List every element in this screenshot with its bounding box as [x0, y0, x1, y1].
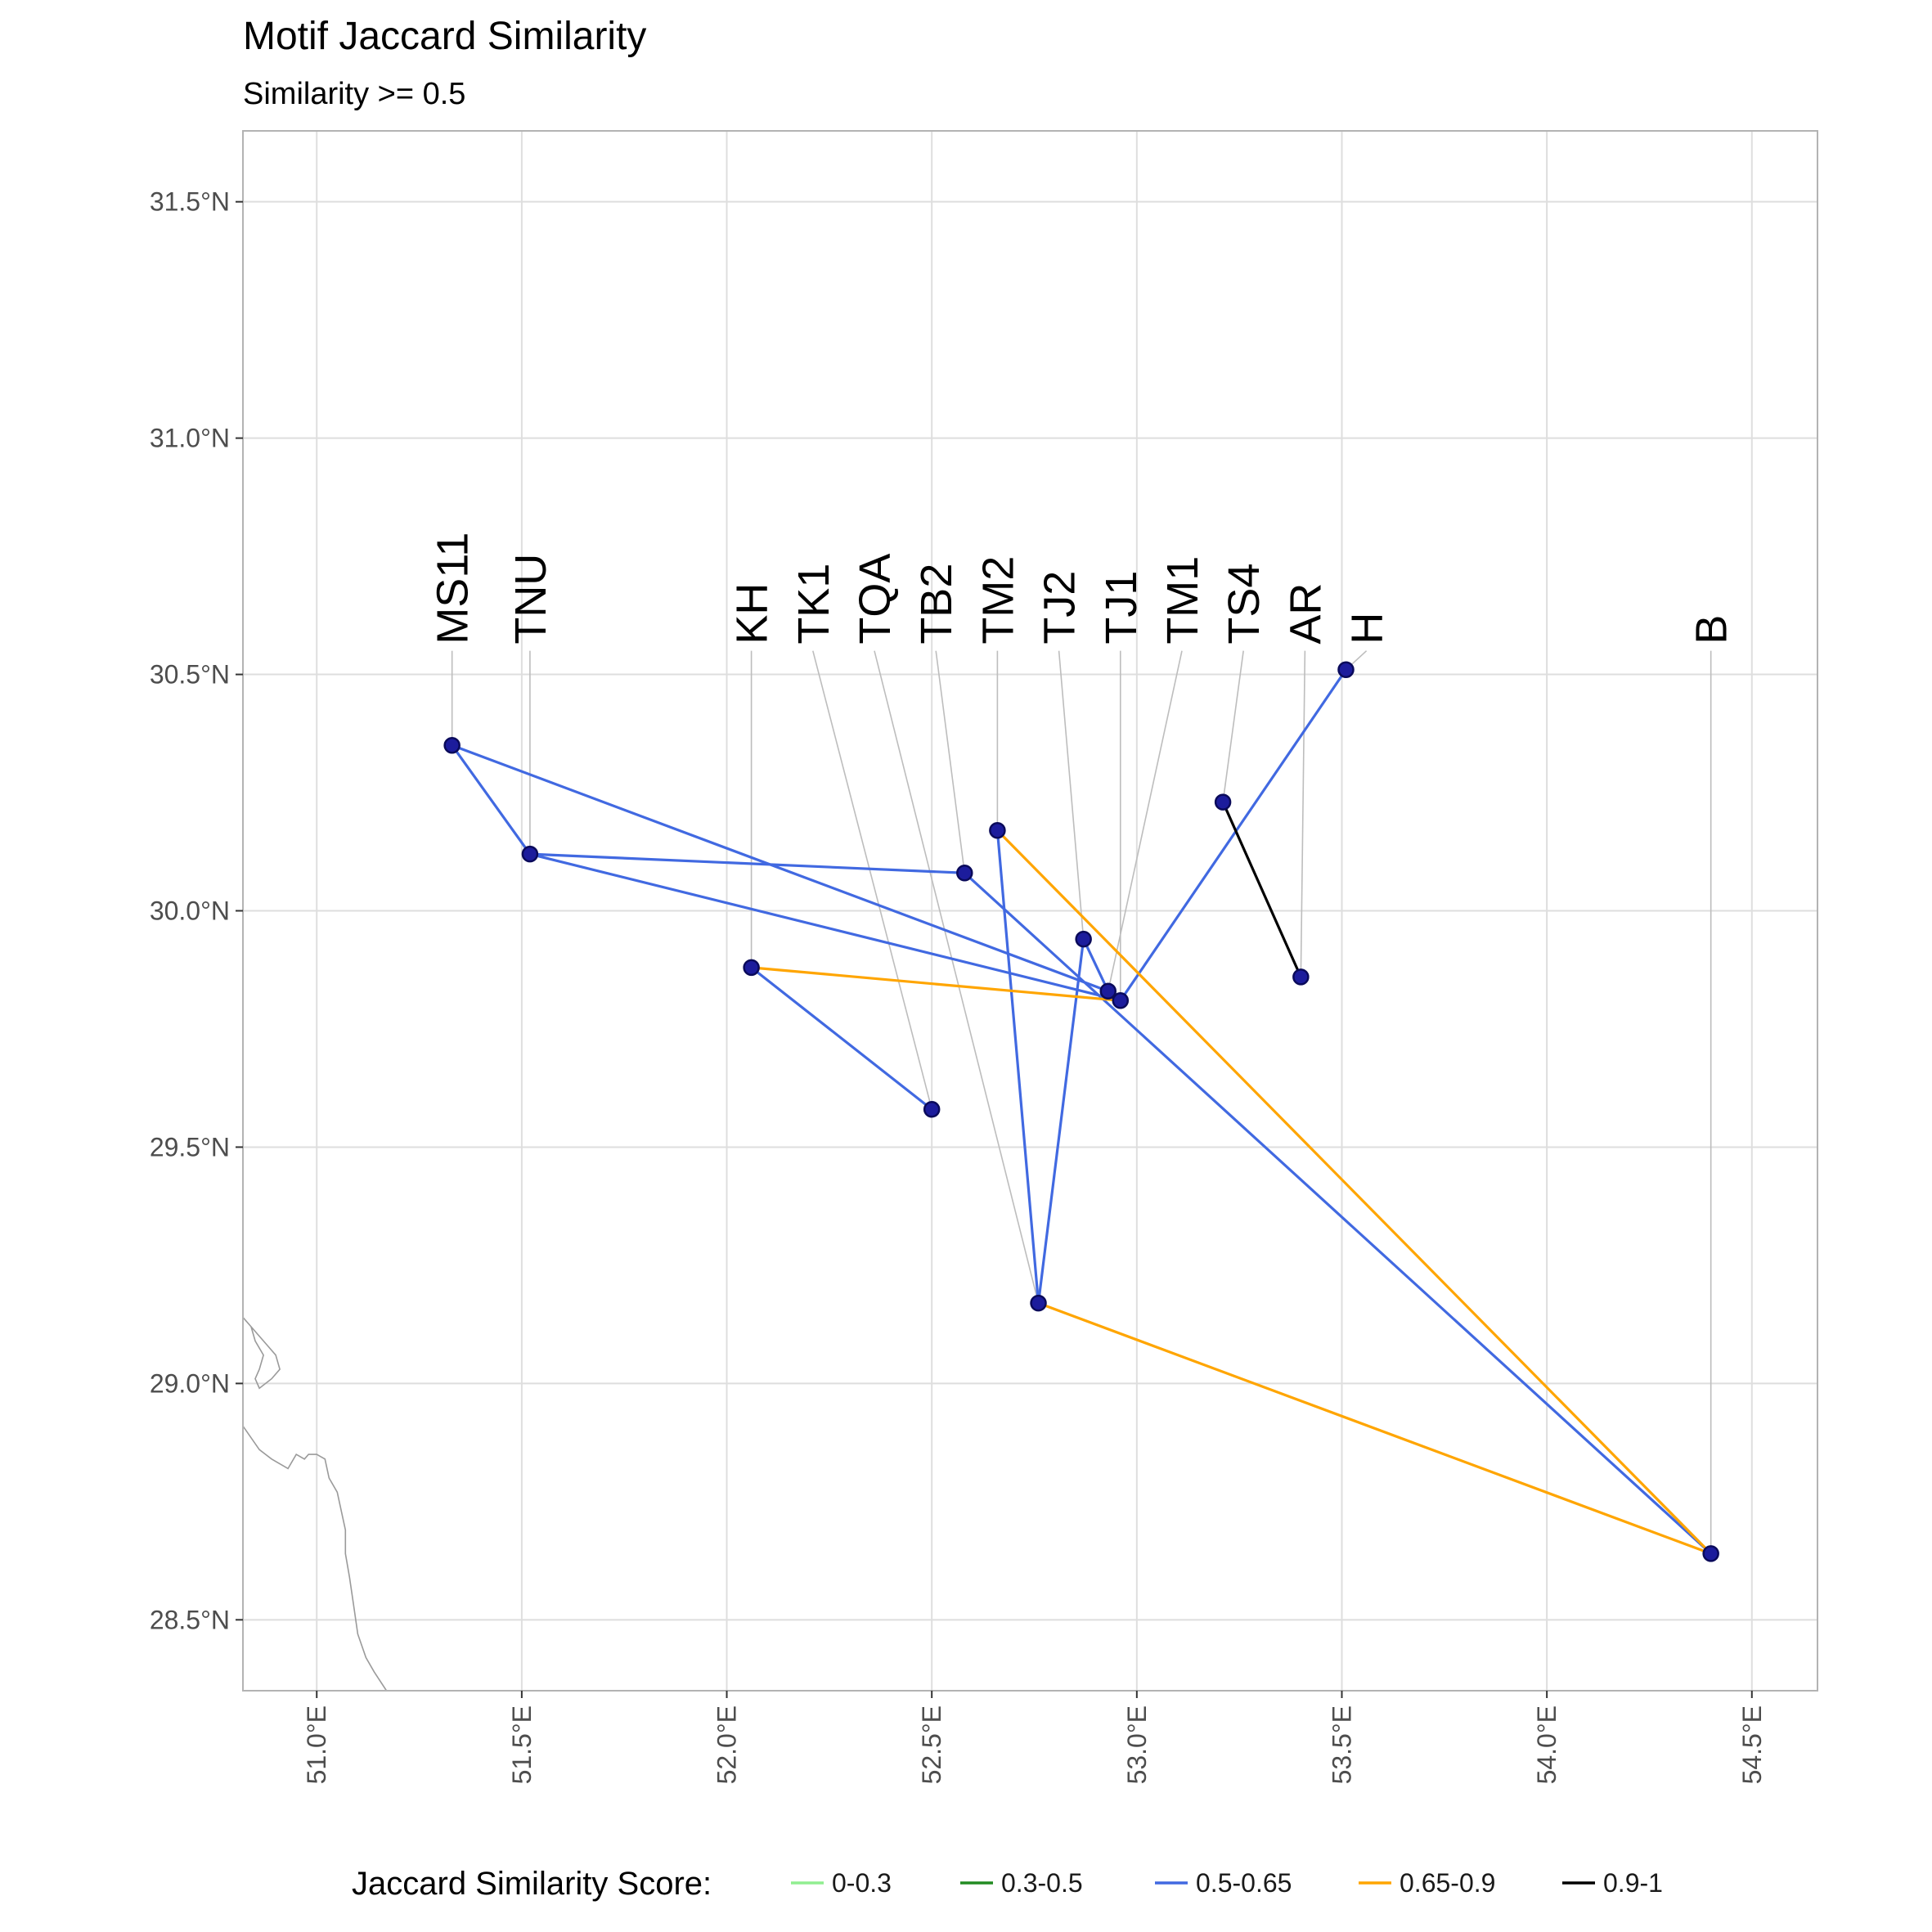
- legend: Jaccard Similarity Score: 0-0.3 0.3-0.5 0.5…: [352, 1866, 1663, 1902]
- legend-label-0: 0-0.3: [832, 1868, 892, 1898]
- legend-title: Jaccard Similarity Score:: [352, 1866, 712, 1902]
- edge-tnu-tb2: [529, 852, 965, 874]
- y-tick-label-5: 31.0°N: [150, 424, 230, 453]
- chart-subtitle: Similarity >= 0.5: [243, 77, 465, 111]
- site-point-kh: [743, 959, 760, 977]
- label-connector-tk1: [812, 650, 932, 1110]
- coastline-0: [243, 1316, 281, 1390]
- site-label-ts4: TS4: [1220, 564, 1269, 645]
- legend-label-2: 0.5-0.65: [1196, 1868, 1292, 1898]
- edge-tj1-h: [1119, 668, 1347, 1002]
- label-connector-ar: [1300, 650, 1306, 977]
- site-label-b: B: [1687, 615, 1737, 645]
- chart-title: Motif Jaccard Similarity: [243, 15, 646, 58]
- site-label-tb2: TB2: [912, 564, 961, 645]
- label-connector-tj2: [1058, 650, 1085, 940]
- site-label-tnu: TNU: [506, 554, 555, 645]
- y-tick-label-6: 31.5°N: [150, 187, 230, 217]
- x-tick-label-2: 52.0°E: [712, 1705, 742, 1784]
- y-tick-label-1: 29.0°N: [150, 1368, 230, 1398]
- site-label-tj1: TJ1: [1097, 571, 1146, 645]
- y-tick-label-4: 30.5°N: [150, 660, 230, 690]
- map-panel: MS11 TNU KH TK1 TQA TB2 TM2 TJ2 TJ1 TM1 TS4 AR H B28.…: [150, 130, 1818, 1785]
- edge-ts4-ar: [1221, 801, 1302, 978]
- site-point-b: [1702, 1545, 1719, 1562]
- coastline-1: [243, 1425, 388, 1691]
- site-point-tj2: [1075, 930, 1092, 948]
- site-label-tk1: TK1: [789, 564, 838, 645]
- x-tick-label-0: 51.0°E: [302, 1705, 331, 1784]
- edge-tqa-b: [1037, 1301, 1712, 1555]
- y-tick-label-2: 29.5°N: [150, 1132, 230, 1161]
- site-label-ms11: MS11: [429, 532, 478, 645]
- x-tick-label-5: 53.5°E: [1327, 1705, 1356, 1784]
- site-label-tqa: TQA: [851, 554, 900, 645]
- x-tick-label-3: 52.5°E: [917, 1705, 946, 1784]
- edge-tnu-tj1: [529, 852, 1121, 1002]
- edge-ms11-tnu: [451, 744, 532, 856]
- x-tick-label-7: 54.5°E: [1737, 1705, 1767, 1784]
- edge-tm2-b: [996, 829, 1712, 1555]
- site-point-tm1: [1099, 982, 1117, 1000]
- x-tick-label-1: 51.5°E: [507, 1705, 537, 1784]
- legend-label-3: 0.65-0.9: [1400, 1868, 1495, 1898]
- site-point-ms11: [443, 736, 461, 754]
- site-point-tnu: [521, 845, 539, 863]
- legend-label-1: 0.3-0.5: [1001, 1868, 1083, 1898]
- edge-tj2-tm1: [1082, 938, 1110, 992]
- label-connector-tqa: [874, 650, 1040, 1304]
- edge-tqa-tj2: [1036, 938, 1085, 1304]
- site-point-tj1: [1112, 992, 1130, 1009]
- site-point-tm2: [989, 822, 1006, 839]
- x-tick-label-6: 54.0°E: [1532, 1705, 1561, 1784]
- edge-kh-tj1: [751, 966, 1121, 1002]
- site-point-h: [1337, 661, 1355, 679]
- panel-content: MS11 TNU KH TK1 TQA TB2 TM2 TJ2 TJ1 TM1 TS4 AR H B: [243, 532, 1737, 1691]
- axes: 28.5°N 29.0°N 29.5°N 30.0°N 30.5°N 31.0°N 31.5…: [150, 187, 1767, 1785]
- site-label-h: H: [1343, 613, 1392, 645]
- edge-ms11-tm1: [452, 744, 1109, 993]
- site-point-tk1: [923, 1100, 941, 1118]
- edge-tb2-b: [964, 872, 1712, 1555]
- site-label-kh: KH: [728, 583, 777, 645]
- site-point-ts4: [1214, 793, 1232, 811]
- x-tick-label-4: 53.0°E: [1122, 1705, 1152, 1784]
- site-label-tm1: TM1: [1158, 556, 1207, 645]
- site-point-ar: [1292, 968, 1310, 986]
- label-connector-ts4: [1222, 650, 1244, 802]
- edge-kh-tk1: [750, 966, 933, 1111]
- label-connector-tb2: [935, 650, 966, 874]
- site-label-ar: AR: [1281, 583, 1330, 645]
- legend-label-4: 0.9-1: [1603, 1868, 1663, 1898]
- site-point-tb2: [956, 865, 973, 882]
- y-tick-label-3: 30.0°N: [150, 896, 230, 926]
- gridlines: [243, 131, 1817, 1691]
- y-tick-label-0: 28.5°N: [150, 1605, 230, 1634]
- site-label-tm2: TM2: [973, 556, 1022, 645]
- site-point-tqa: [1030, 1294, 1047, 1312]
- site-label-tj2: TJ2: [1036, 571, 1085, 645]
- edge-tm2-tqa: [995, 830, 1040, 1304]
- label-connector-tm1: [1107, 650, 1183, 991]
